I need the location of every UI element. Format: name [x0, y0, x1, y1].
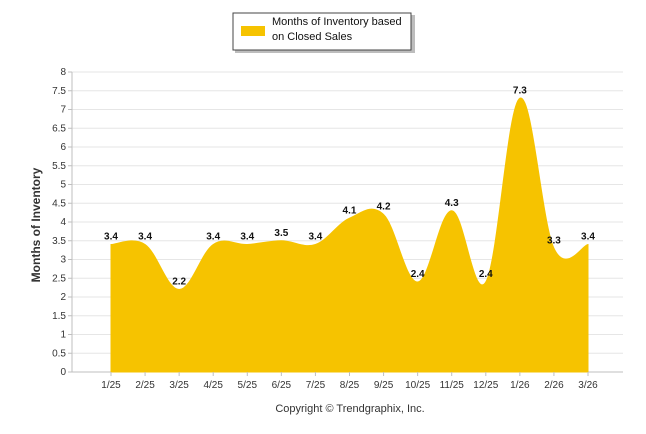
data-label-12-25: 2.4	[479, 269, 493, 280]
data-label-2-26: 3.3	[547, 235, 561, 246]
y-tick-label: 0	[60, 367, 66, 378]
data-label-9-25: 4.2	[377, 202, 391, 213]
y-tick-label: 5	[60, 180, 66, 191]
y-tick-label: 4.5	[52, 198, 66, 209]
x-tick-label-12-25: 12/25	[473, 380, 498, 391]
x-tick-label-2-26: 2/26	[544, 380, 564, 391]
x-tick-label-8-25: 8/25	[340, 380, 360, 391]
x-tick-label-9-25: 9/25	[374, 380, 394, 391]
y-axis-ticks: 0 0.5 1 1.5 2 2.5 3 3.5 4 4.5 5 5.5 6 6.5 7 7.5 8	[52, 67, 73, 378]
data-labels: 3.4 3.4 2.2 3.4 3.4 3.5 3.4 4.1 4.2 2.4 4.3 2.4 7.3 3…	[104, 85, 595, 287]
area-series-fill	[110, 97, 589, 373]
x-tick-label-7-25: 7/25	[306, 380, 326, 391]
y-tick-label: 1.5	[52, 311, 66, 322]
data-label-3-26: 3.4	[581, 232, 595, 243]
area-series	[110, 97, 589, 373]
chart-legend: Months of Inventory based on Closed Sale…	[232, 12, 415, 53]
data-label-3-25: 2.2	[172, 277, 186, 288]
y-tick-label: 1	[60, 330, 66, 341]
x-tick-label-11-25: 11/25	[440, 380, 465, 391]
x-tick-label-2-25: 2/25	[135, 380, 155, 391]
data-label-4-25: 3.4	[206, 232, 220, 243]
data-label-2-25: 3.4	[138, 232, 152, 243]
y-tick-label: 6.5	[52, 123, 66, 134]
y-tick-label: 5.5	[52, 161, 66, 172]
x-tick-label-3-26: 3/26	[578, 380, 598, 391]
x-tick-label-4-25: 4/25	[203, 380, 223, 391]
x-tick-label-5-25: 5/25	[238, 380, 258, 391]
y-tick-label: 6	[60, 142, 66, 153]
data-label-10-25: 2.4	[411, 269, 425, 280]
x-axis-ticks: 1/25 2/25 3/25 4/25 5/25 6/25 7/25 8/25 9/25 10/2…	[101, 372, 598, 391]
data-label-7-25: 3.4	[308, 232, 322, 243]
y-tick-label: 7.5	[52, 86, 66, 97]
y-axis-title: Months of Inventory	[29, 167, 43, 282]
data-label-11-25: 4.3	[445, 198, 459, 209]
x-tick-label-3-25: 3/25	[169, 380, 189, 391]
x-tick-label-1-25: 1/25	[101, 380, 121, 391]
y-tick-label: 2	[60, 292, 66, 303]
y-tick-label: 8	[60, 67, 66, 78]
x-tick-label-6-25: 6/25	[272, 380, 292, 391]
y-tick-label: 7	[60, 105, 66, 116]
legend-label-line2: on Closed Sales	[272, 31, 353, 43]
legend-label-line1: Months of Inventory based	[272, 16, 402, 28]
data-label-5-25: 3.4	[240, 232, 254, 243]
y-tick-label: 0.5	[52, 348, 66, 359]
data-label-1-25: 3.4	[104, 232, 118, 243]
copyright-text: Copyright © Trendgraphix, Inc.	[275, 403, 424, 415]
y-tick-label: 2.5	[52, 273, 66, 284]
y-tick-label: 3	[60, 255, 66, 266]
x-tick-label-10-25: 10/25	[405, 380, 430, 391]
data-label-6-25: 3.5	[274, 228, 288, 239]
data-label-8-25: 4.1	[343, 205, 357, 216]
y-tick-label: 4	[60, 217, 66, 228]
x-tick-label-1-26: 1/26	[510, 380, 530, 391]
y-tick-label: 3.5	[52, 236, 66, 247]
legend-swatch	[241, 26, 265, 36]
data-label-1-26: 7.3	[513, 85, 527, 96]
